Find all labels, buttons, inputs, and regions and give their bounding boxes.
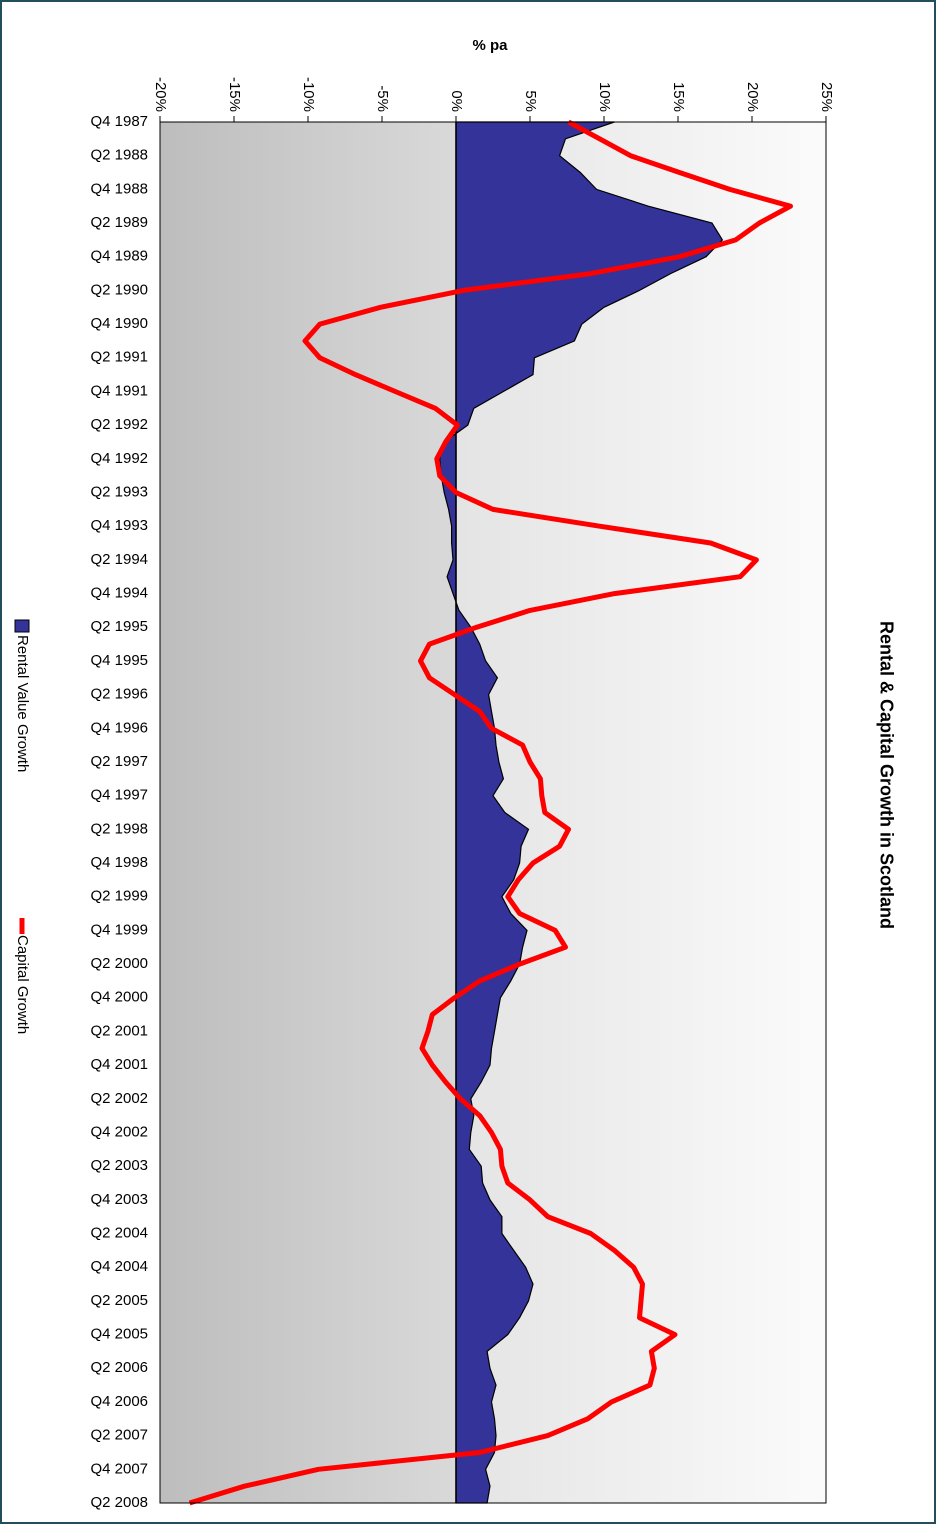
y-tick-label: Q4 1997 (90, 787, 148, 804)
y-tick-label: Q2 1997 (90, 753, 148, 770)
y-tick-label: Q4 1987 (90, 113, 148, 130)
axis-title: % pa (472, 37, 508, 54)
y-tick-label: Q4 2000 (90, 989, 148, 1006)
y-tick-label: Q4 1993 (90, 517, 148, 534)
legend-label: Rental Value Growth (14, 635, 31, 772)
y-tick-label: Q4 2002 (90, 1123, 148, 1140)
y-tick-label: Q2 2007 (90, 1427, 148, 1444)
x-tick-label: 5% (522, 90, 539, 112)
y-tick-label: Q4 1999 (90, 921, 148, 938)
y-tick-label: Q4 1989 (90, 248, 148, 265)
x-tick-label: -5% (374, 85, 391, 112)
y-tick-label: Q2 1992 (90, 416, 148, 433)
y-tick-label: Q4 2006 (90, 1393, 148, 1410)
y-tick-label: Q2 1993 (90, 483, 148, 500)
y-tick-label: Q2 1990 (90, 281, 148, 298)
y-tick-label: Q4 1992 (90, 450, 148, 467)
x-tick-label: -20% (152, 77, 169, 112)
y-tick-label: Q2 1995 (90, 618, 148, 635)
x-tick-label: -10% (300, 77, 317, 112)
y-tick-label: Q2 1988 (90, 147, 148, 164)
x-tick-label: 25% (818, 82, 835, 112)
y-tick-label: Q4 1988 (90, 180, 148, 197)
area (439, 121, 724, 1504)
y-tick-label: Q4 1990 (90, 315, 148, 332)
y-tick-label: Q4 2003 (90, 1191, 148, 1208)
y-tick-label: Q2 2002 (90, 1090, 148, 1107)
y-tick-label: Q2 1994 (90, 551, 148, 568)
y-tick-label: Q4 1995 (90, 652, 148, 669)
chart-title: Rental & Capital Growth in Scotland (876, 621, 896, 929)
legend-label: Capital Growth (14, 935, 31, 1034)
y-tick-label: Q2 2000 (90, 955, 148, 972)
y-tick-label: Q2 2004 (90, 1225, 148, 1242)
y-tick-label: Q2 1999 (90, 888, 148, 905)
y-tick-label: Q4 1994 (90, 585, 148, 602)
y-tick-label: Q2 2003 (90, 1157, 148, 1174)
x-tick-label: 20% (744, 82, 761, 112)
y-tick-label: Q4 2007 (90, 1460, 148, 1477)
y-tick-label: Q4 1991 (90, 382, 148, 399)
line (188, 119, 793, 1506)
y-tick-label: Q2 1996 (90, 686, 148, 703)
y-tick-label: Q4 2004 (90, 1258, 148, 1275)
y-tick-label: Q2 2005 (90, 1292, 148, 1309)
x-tick-label: 15% (670, 82, 687, 112)
y-tick-label: Q2 2006 (90, 1359, 148, 1376)
y-tick-label: Q2 1991 (90, 349, 148, 366)
y-tick-label: Q4 1996 (90, 719, 148, 736)
plot-border (159, 121, 827, 1504)
legend-swatch (14, 619, 30, 633)
y-tick-label: Q2 2008 (90, 1494, 148, 1511)
y-tick-label: Q2 1989 (90, 214, 148, 231)
x-tick-label: 10% (596, 82, 613, 112)
y-tick-label: Q4 2005 (90, 1326, 148, 1343)
plot-background-negative (160, 122, 456, 1503)
y-tick-label: Q2 2001 (90, 1022, 148, 1039)
x-tick-label: -15% (226, 77, 243, 112)
x-tick-label: 0% (448, 90, 465, 112)
y-tick-label: Q2 1998 (90, 820, 148, 837)
y-tick-label: Q4 1998 (90, 854, 148, 871)
y-tick-label: Q4 2001 (90, 1056, 148, 1073)
